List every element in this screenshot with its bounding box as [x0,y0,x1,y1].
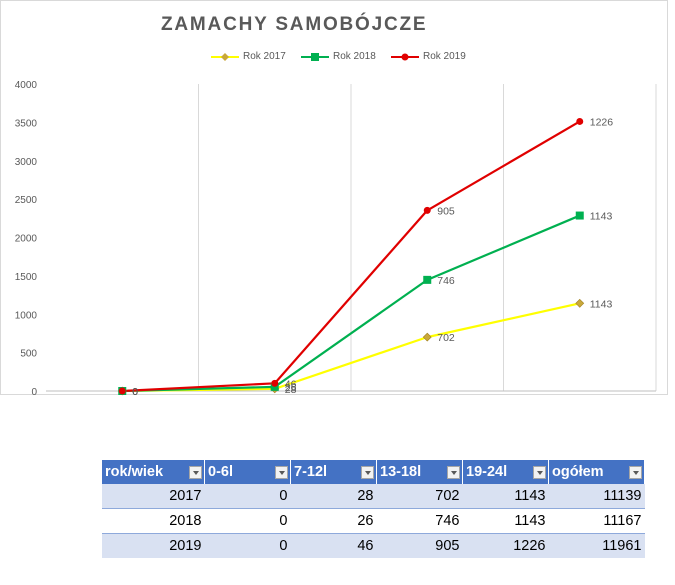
data-label: 1143 [590,298,613,310]
legend-label: Rok 2017 [243,51,286,62]
y-tick-label: 4000 [15,80,38,91]
data-label: 46 [285,378,297,390]
filter-dropdown-icon[interactable] [189,465,202,479]
table-cell: 46 [290,533,377,558]
data-label: 28 [285,384,297,396]
y-tick-label: 3000 [15,157,38,168]
chart-title: ZAMACHY SAMOBÓJCZE [161,14,428,35]
table-cell: 905 [376,533,463,558]
column-header-label: 19-24l [466,464,508,480]
data-label: 1226 [590,116,614,128]
column-header-label: 7-12l [294,464,328,480]
table-header-row: rok/wiek 0-6l 7-12l 13-18l 19-24l ogółem [102,460,645,484]
table-cell: 0 [204,508,291,534]
column-header: 7-12l [290,460,377,484]
legend-swatch [391,53,419,61]
table-cell: 2017 [102,484,205,509]
filter-dropdown-icon[interactable] [533,465,546,479]
y-tick-label: 500 [20,349,37,360]
data-table: rok/wiek 0-6l 7-12l 13-18l 19-24l ogółem 2017… [102,460,645,558]
table-body: 2017 0 28 702 1143 11139 2018 0 26 746 1143 11167 20… [102,484,645,558]
data-label: 1143 [590,211,613,223]
table-cell: 702 [376,484,463,509]
table-cell: 0 [204,533,291,558]
data-point [576,117,584,125]
filter-dropdown-icon[interactable] [275,465,288,479]
data-point [270,382,279,391]
table-cell: 2018 [102,508,205,534]
table-row: 2018 0 26 746 1143 11167 [102,508,645,534]
y-tick-label: 1500 [15,272,38,283]
filter-dropdown-icon[interactable] [361,465,374,479]
legend-label: Rok 2018 [333,51,376,62]
series-line [122,214,581,393]
data-point [423,275,432,284]
table-cell: 11961 [548,533,645,558]
column-header-label: ogółem [552,464,604,480]
legend-swatch [301,53,329,61]
data-point [271,379,279,387]
column-header-label: rok/wiek [105,464,164,480]
y-tick-label: 2000 [15,234,38,245]
column-header: ogółem [548,460,645,484]
chart-area: ZAMACHY SAMOBÓJCZE Rok 2017 Rok 2018 Rok 2… [0,0,668,396]
table-cell: 1143 [462,484,549,509]
data-point [575,211,584,220]
filter-dropdown-icon[interactable] [629,465,642,479]
table-cell: 26 [290,508,377,534]
data-point [423,206,431,214]
data-label: 0 [132,386,138,396]
table-cell: 1143 [462,508,549,534]
y-tick-label: 2500 [15,195,38,206]
column-header: 13-18l [376,460,463,484]
column-header: 19-24l [462,460,549,484]
data-point [575,298,585,308]
data-label: 0 [132,386,138,396]
y-tick-label: 1000 [15,310,38,321]
table-cell: 2019 [102,533,205,558]
table-cell: 11167 [548,508,645,534]
filter-dropdown-icon[interactable] [447,465,460,479]
table-cell: 28 [290,484,377,509]
column-header: rok/wiek [102,460,205,484]
table-cell: 746 [376,508,463,534]
data-point [118,387,126,395]
y-tick-label: 3500 [15,118,38,129]
y-tick-label: 0 [31,387,37,396]
column-header-label: 13-18l [380,464,422,480]
column-header: 0-6l [204,460,291,484]
line-chart: 050010001500200025003000350040000-6L7-12… [15,80,657,396]
table-row: 2019 0 46 905 1226 11961 [102,533,645,558]
series-line [122,120,581,393]
table-cell: 1226 [462,533,549,558]
table-cell: 11139 [548,484,645,509]
data-label: 0 [132,386,138,396]
table-cell: 0 [204,484,291,509]
data-label: 702 [437,332,455,344]
data-label: 26 [285,382,297,394]
data-label: 905 [437,205,455,217]
table-row: 2017 0 28 702 1143 11139 [102,484,645,509]
data-point [422,332,432,342]
data-label: 746 [437,275,455,287]
legend-swatch [211,53,239,61]
legend-label: Rok 2019 [423,51,466,62]
column-header-label: 0-6l [208,464,233,480]
